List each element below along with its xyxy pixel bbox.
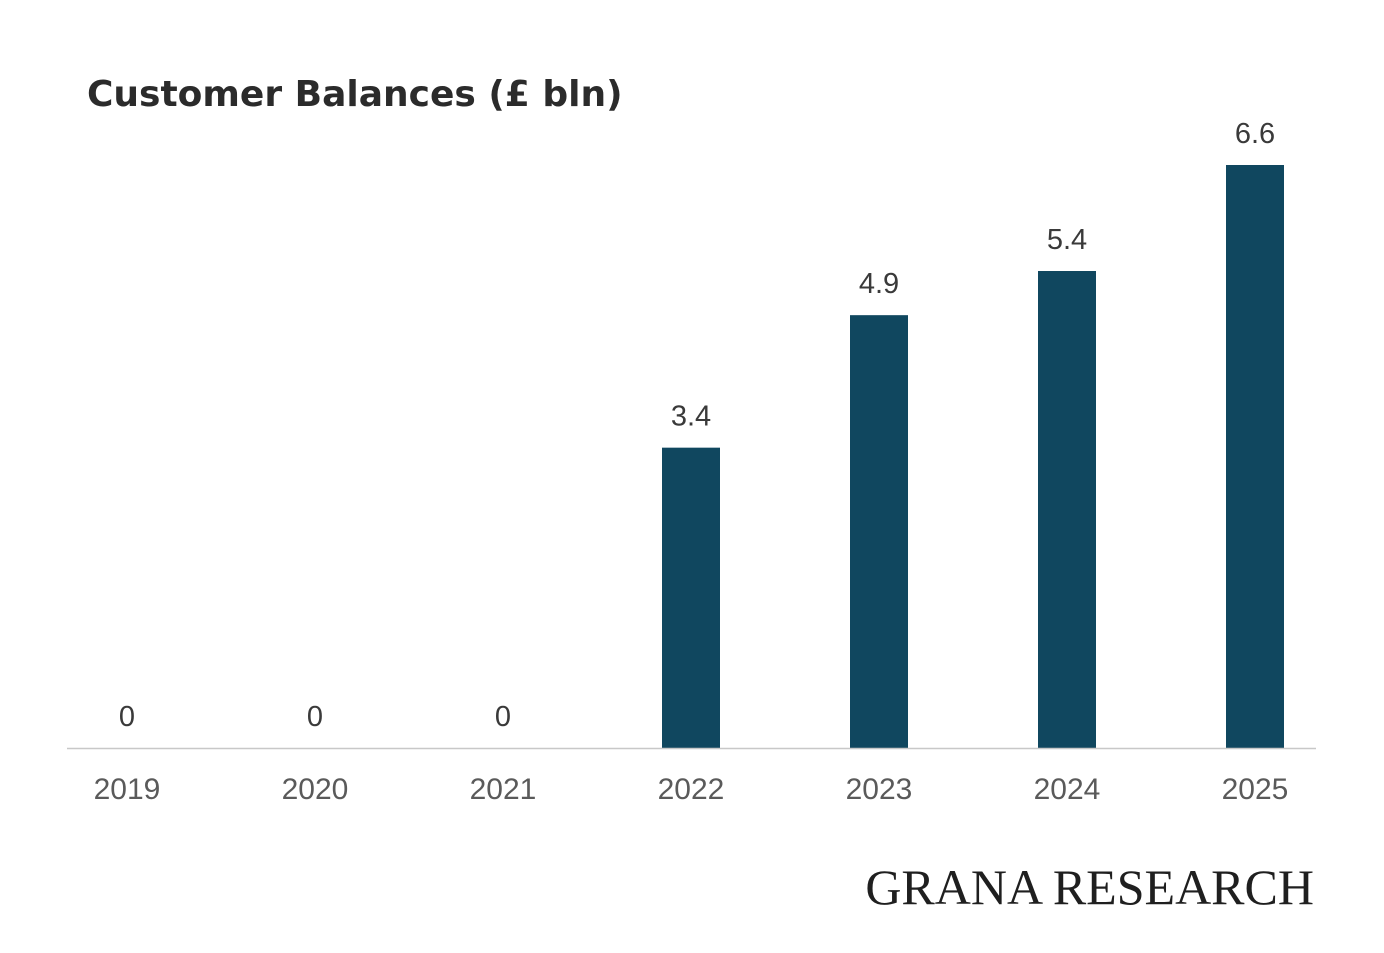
chart-title: Customer Balances (£ bln) [87,74,623,115]
x-tick-label-2020: 2020 [282,773,349,806]
bar-2023 [850,315,908,748]
x-tick-label-2023: 2023 [846,773,913,806]
bar-2022 [662,447,720,748]
labels-layer: 0 0 0 3.4 4.9 5.4 6.6 [119,118,1275,733]
value-label-2019: 0 [119,701,135,733]
value-label-2020: 0 [307,701,323,733]
x-tick-label-2024: 2024 [1034,773,1101,806]
x-tick-label-2022: 2022 [658,773,725,806]
x-tick-label-2021: 2021 [470,773,537,806]
value-label-2022: 3.4 [671,401,711,433]
value-label-2025: 6.6 [1235,118,1275,150]
value-label-2024: 5.4 [1047,224,1087,256]
bar-2025 [1226,165,1284,748]
value-label-2021: 0 [495,701,511,733]
x-tick-label-2025: 2025 [1222,773,1289,806]
bar-2024 [1038,271,1096,748]
bars-layer [662,165,1284,748]
x-tick-labels: 2019 2020 2021 2022 2023 2024 2025 [94,773,1289,806]
watermark-text: GRANA RESEARCH [865,859,1314,915]
x-tick-label-2019: 2019 [94,773,161,806]
value-label-2023: 4.9 [859,268,899,300]
